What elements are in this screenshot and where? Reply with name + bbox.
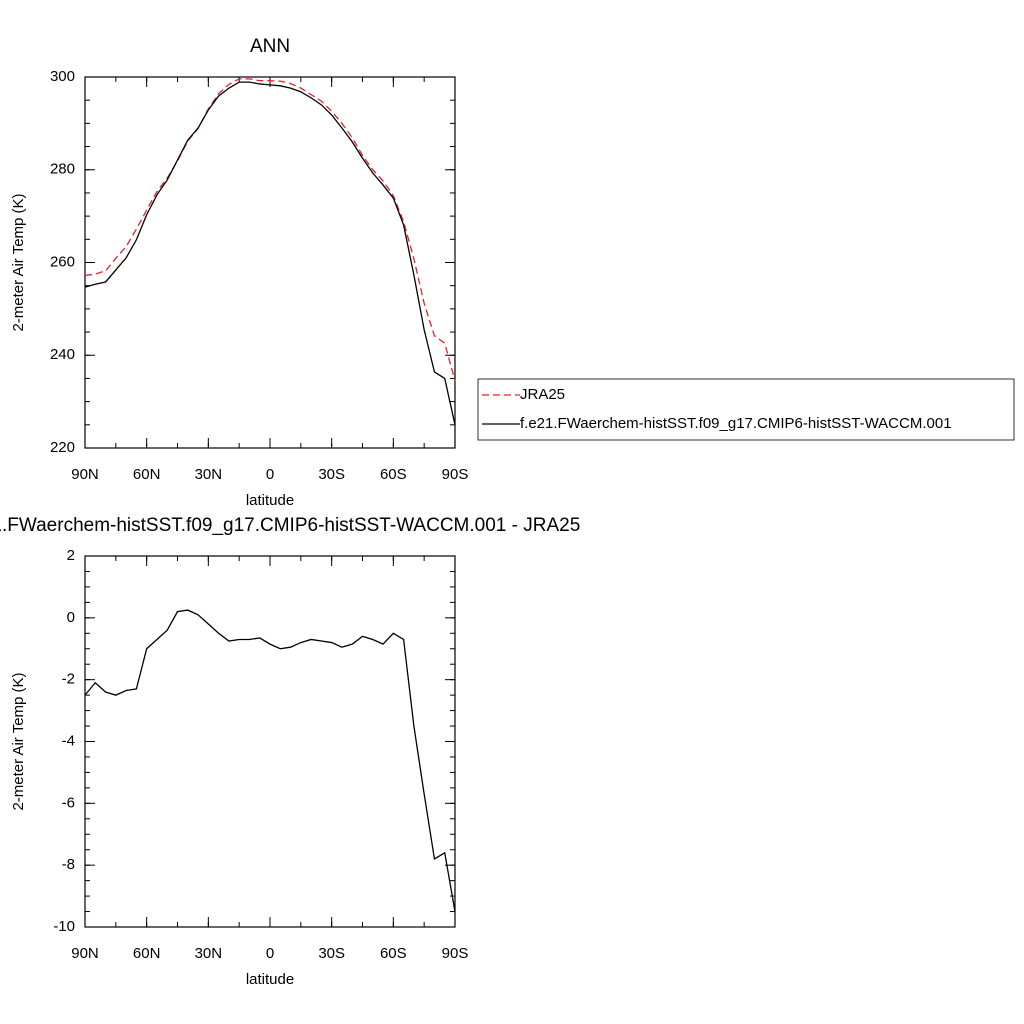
x-tick-label: 0	[266, 945, 274, 962]
y-tick-label: -6	[62, 794, 75, 811]
x-axis-label: latitude	[246, 971, 294, 988]
legend-label: JRA25	[520, 386, 565, 403]
plot-frame	[84, 555, 456, 928]
y-tick-label: 220	[50, 439, 75, 456]
x-axis-label: latitude	[246, 492, 294, 509]
legend-label: f.e21.FWaerchem-histSST.f09_g17.CMIP6-hi…	[520, 415, 952, 432]
x-tick-label: 30N	[195, 466, 223, 483]
legend-box	[477, 378, 1015, 441]
y-tick-label: 240	[50, 346, 75, 363]
y-tick-label: 280	[50, 161, 75, 178]
y-tick-label: 0	[67, 609, 75, 626]
y-axis-label: 2-meter Air Temp (K)	[10, 193, 27, 331]
x-tick-label: 90N	[71, 945, 99, 962]
x-tick-label: 90N	[71, 466, 99, 483]
series-line	[84, 609, 456, 912]
x-tick-label: 60N	[133, 466, 161, 483]
x-tick-label: 90S	[442, 466, 469, 483]
x-tick-label: 30N	[195, 945, 223, 962]
y-tick-label: -10	[53, 918, 75, 935]
x-tick-label: 60S	[380, 466, 407, 483]
y-tick-label: 2	[67, 547, 75, 564]
x-tick-label: 60S	[380, 945, 407, 962]
y-tick-label: -8	[62, 856, 75, 873]
x-tick-label: 30S	[318, 945, 345, 962]
y-axis-label: 2-meter Air Temp (K)	[10, 672, 27, 810]
series-line	[84, 78, 456, 381]
x-tick-label: 30S	[318, 466, 345, 483]
series-line	[84, 81, 456, 425]
chart-title: ANN	[250, 36, 290, 57]
chart-title: f.e21.FWaerchem-histSST.f09_g17.CMIP6-hi…	[0, 515, 580, 536]
x-tick-label: 60N	[133, 945, 161, 962]
x-tick-label: 90S	[442, 945, 469, 962]
plot-frame	[84, 76, 456, 449]
x-tick-label: 0	[266, 466, 274, 483]
y-tick-label: 260	[50, 253, 75, 270]
y-tick-label: -2	[62, 671, 75, 688]
y-tick-label: 300	[50, 68, 75, 85]
y-tick-label: -4	[62, 732, 75, 749]
